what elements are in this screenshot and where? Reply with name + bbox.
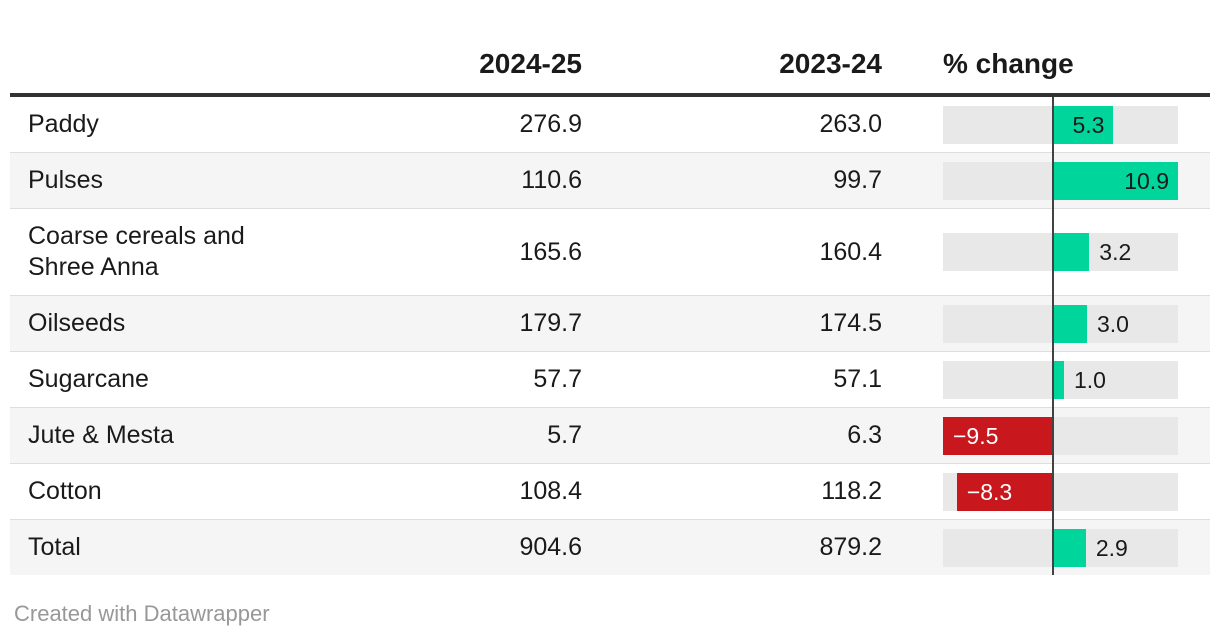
- change-bar: −8.3: [956, 472, 1053, 511]
- row-label: Cotton: [28, 477, 102, 505]
- value-current: 57.7: [533, 365, 582, 393]
- change-bar: 1.0: [1052, 360, 1106, 399]
- change-bar-label: 3.0: [1096, 310, 1129, 337]
- value-previous: 160.4: [819, 237, 882, 266]
- bar-track: 5.3: [943, 105, 1178, 144]
- table-row: Coarse cereals and Shree Anna 165.6 160.4 3.…: [10, 208, 1210, 295]
- change-bar-cell: 1.0: [882, 360, 1210, 399]
- value-previous: 6.3: [847, 421, 882, 449]
- change-bar-label: 2.9: [1095, 534, 1128, 561]
- change-bar-label: −9.5: [953, 422, 999, 449]
- change-bar: 3.0: [1052, 304, 1129, 343]
- change-bar: 2.9: [1052, 528, 1128, 567]
- value-current: 110.6: [521, 166, 582, 194]
- row-label: Total: [28, 533, 81, 561]
- row-label: Pulses: [28, 166, 104, 194]
- value-previous: 879.2: [819, 533, 882, 561]
- change-bar: −9.5: [943, 416, 1053, 455]
- header-year-previous: 2023-24: [779, 48, 882, 79]
- change-bar-label: 5.3: [1072, 111, 1105, 138]
- table-row: Jute & Mesta 5.7 6.3 −9.5: [10, 407, 1210, 463]
- change-bar-cell: 5.3: [882, 105, 1210, 144]
- table-row: Oilseeds 179.7 174.5 3.0: [10, 295, 1210, 351]
- bar-track: 1.0: [943, 360, 1178, 399]
- table-body: Paddy 276.9 263.0 5.3 Pulses 110.6 99.7 10.9 Coa…: [10, 97, 1210, 575]
- attribution-link[interactable]: Created with Datawrapper: [14, 601, 270, 626]
- table-header: 2024-25 2023-24 % change: [10, 0, 1210, 97]
- value-current: 179.7: [519, 309, 582, 337]
- header-year-current: 2024-25: [479, 48, 582, 79]
- row-label: Paddy: [28, 110, 99, 138]
- change-bar-label: 1.0: [1073, 366, 1106, 393]
- change-bar-cell: 2.9: [882, 528, 1210, 567]
- row-label: Sugarcane: [28, 365, 149, 393]
- row-label: Jute & Mesta: [28, 421, 174, 449]
- change-bar-cell: 3.2: [882, 233, 1210, 271]
- change-bar-cell: 3.0: [882, 304, 1210, 343]
- table-row: Paddy 276.9 263.0 5.3: [10, 97, 1210, 152]
- value-previous: 57.1: [833, 365, 882, 393]
- change-bar-label: 10.9: [1124, 167, 1169, 194]
- value-current: 276.9: [519, 110, 582, 138]
- header-percent-change: % change: [943, 48, 1074, 79]
- bar-track: 10.9: [943, 161, 1178, 200]
- table-row: Cotton 108.4 118.2 −8.3: [10, 463, 1210, 519]
- bar-track: 3.0: [943, 304, 1178, 343]
- change-bar: 3.2: [1052, 233, 1131, 271]
- value-previous: 99.7: [833, 166, 882, 194]
- table-row: Sugarcane 57.7 57.1 1.0: [10, 351, 1210, 407]
- value-previous: 263.0: [819, 110, 882, 138]
- change-bar: 10.9: [1052, 161, 1178, 200]
- change-bar-label: −8.3: [966, 478, 1013, 505]
- change-bar: 5.3: [1052, 105, 1114, 144]
- table-row: Total 904.6 879.2 2.9: [10, 519, 1210, 575]
- footer: Created with Datawrapper: [14, 601, 1210, 627]
- bar-track: −8.3: [943, 472, 1178, 511]
- change-bar-cell: −8.3: [882, 472, 1210, 511]
- change-bar-cell: −9.5: [882, 416, 1210, 455]
- row-label: Oilseeds: [28, 309, 126, 337]
- value-current: 5.7: [547, 421, 582, 449]
- value-current: 165.6: [519, 237, 582, 266]
- value-current: 108.4: [519, 477, 582, 505]
- value-previous: 118.2: [821, 477, 882, 505]
- change-bar-cell: 10.9: [882, 161, 1210, 200]
- bar-track: 3.2: [943, 233, 1178, 271]
- bar-track: −9.5: [943, 416, 1178, 455]
- value-previous: 174.5: [819, 309, 882, 337]
- value-current: 904.6: [519, 533, 582, 561]
- change-bar-label: 3.2: [1099, 239, 1132, 265]
- table-row: Pulses 110.6 99.7 10.9: [10, 152, 1210, 208]
- row-label: Coarse cereals and Shree Anna: [28, 222, 245, 281]
- zero-axis-line: [1052, 97, 1055, 575]
- bar-track: 2.9: [943, 528, 1178, 567]
